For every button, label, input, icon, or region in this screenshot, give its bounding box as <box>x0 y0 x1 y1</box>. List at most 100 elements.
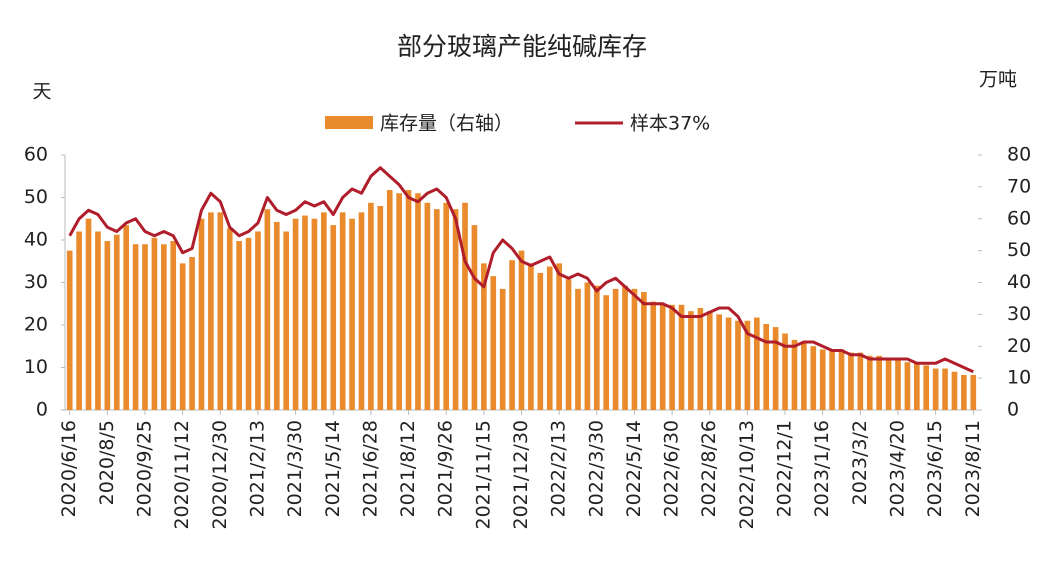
y2-tick-label: 50 <box>1007 239 1031 261</box>
y-tick-label: 30 <box>24 271 48 293</box>
x-tick-label: 2021/9/26 <box>435 420 457 517</box>
y2-tick-label: 80 <box>1007 144 1031 166</box>
y-tick-label: 40 <box>24 229 48 251</box>
bar <box>76 231 82 410</box>
bar <box>895 359 901 410</box>
bar <box>528 263 534 410</box>
bar <box>189 257 195 410</box>
bar <box>942 368 948 410</box>
bar <box>386 190 393 410</box>
bar <box>255 231 261 410</box>
bar <box>556 263 562 410</box>
bar <box>612 288 619 410</box>
bar <box>923 365 930 410</box>
bar <box>283 231 290 410</box>
bar <box>744 320 751 410</box>
y-axis-label: 天 <box>32 81 51 103</box>
legend-label: 样本37% <box>630 113 710 135</box>
bar <box>961 374 967 410</box>
bar <box>330 225 337 410</box>
bar <box>876 355 882 410</box>
bar <box>245 237 252 410</box>
bar <box>801 343 807 410</box>
x-tick-label: 2022/8/26 <box>698 420 720 517</box>
bar <box>669 304 675 410</box>
bar <box>405 190 412 410</box>
bar <box>913 362 920 410</box>
y2-tick-label: 60 <box>1007 207 1031 229</box>
bar <box>782 333 788 410</box>
bar <box>970 374 977 410</box>
bar <box>678 304 685 410</box>
bar <box>452 209 459 410</box>
y-tick-label: 60 <box>24 144 48 166</box>
y2-tick-label: 70 <box>1007 175 1031 197</box>
bar <box>132 244 139 410</box>
bar <box>565 279 572 410</box>
bar <box>772 327 779 410</box>
bar <box>208 212 214 410</box>
bar <box>499 288 506 410</box>
bar <box>697 308 704 410</box>
bar <box>593 285 600 410</box>
bar <box>885 359 892 410</box>
bar <box>866 355 873 410</box>
bar <box>321 212 327 410</box>
bar <box>161 244 167 410</box>
bar <box>85 218 92 410</box>
bar <box>443 202 450 410</box>
bar <box>217 212 224 410</box>
x-tick-label: 2022/2/13 <box>548 420 570 517</box>
bar <box>311 218 318 410</box>
x-tick-label: 2022/3/30 <box>585 420 607 517</box>
bar <box>123 225 130 410</box>
x-tick-label: 2020/12/30 <box>209 420 231 530</box>
x-tick-label: 2022/5/14 <box>623 420 645 517</box>
bar <box>688 311 694 410</box>
bar <box>236 241 242 410</box>
bar <box>349 218 355 410</box>
bar <box>292 218 299 410</box>
x-tick-label: 2020/9/25 <box>134 420 156 517</box>
y-tick-label: 0 <box>36 399 48 421</box>
y2-tick-label: 0 <box>1007 399 1019 421</box>
bar <box>716 314 722 410</box>
bar <box>273 221 280 410</box>
line <box>68 166 974 374</box>
bar <box>753 317 760 410</box>
bar <box>264 209 271 410</box>
y-tick-label: 10 <box>24 356 48 378</box>
bar <box>829 349 835 410</box>
x-tick-label: 2021/6/28 <box>359 420 381 517</box>
bar <box>725 317 732 410</box>
bar <box>170 241 177 410</box>
bar <box>113 234 120 410</box>
bar <box>433 209 440 410</box>
bar <box>791 339 798 410</box>
bar <box>396 193 402 410</box>
bar <box>763 323 770 410</box>
x-tick-label: 2022/12/1 <box>774 420 796 517</box>
x-tick-label: 2023/6/15 <box>924 420 946 517</box>
x-tick-label: 2021/12/30 <box>510 420 532 530</box>
legend-label: 库存量（右轴） <box>380 113 513 135</box>
bar <box>151 237 158 410</box>
bar <box>462 202 468 410</box>
bar <box>226 228 233 410</box>
bar <box>339 212 346 410</box>
bar <box>509 260 515 410</box>
bar <box>631 288 638 410</box>
bar <box>904 362 911 410</box>
bar <box>546 266 553 410</box>
bar <box>66 250 73 410</box>
chart-title: 部分玻璃产能纯碱库存 <box>397 32 647 61</box>
bar <box>622 285 628 410</box>
bar <box>810 346 817 410</box>
bar <box>368 202 374 410</box>
x-tick-label: 2023/4/20 <box>886 420 908 517</box>
bar <box>424 202 431 410</box>
x-tick-label: 2022/6/30 <box>661 420 683 517</box>
bar <box>198 218 205 410</box>
x-tick-label: 2021/2/13 <box>246 420 268 517</box>
